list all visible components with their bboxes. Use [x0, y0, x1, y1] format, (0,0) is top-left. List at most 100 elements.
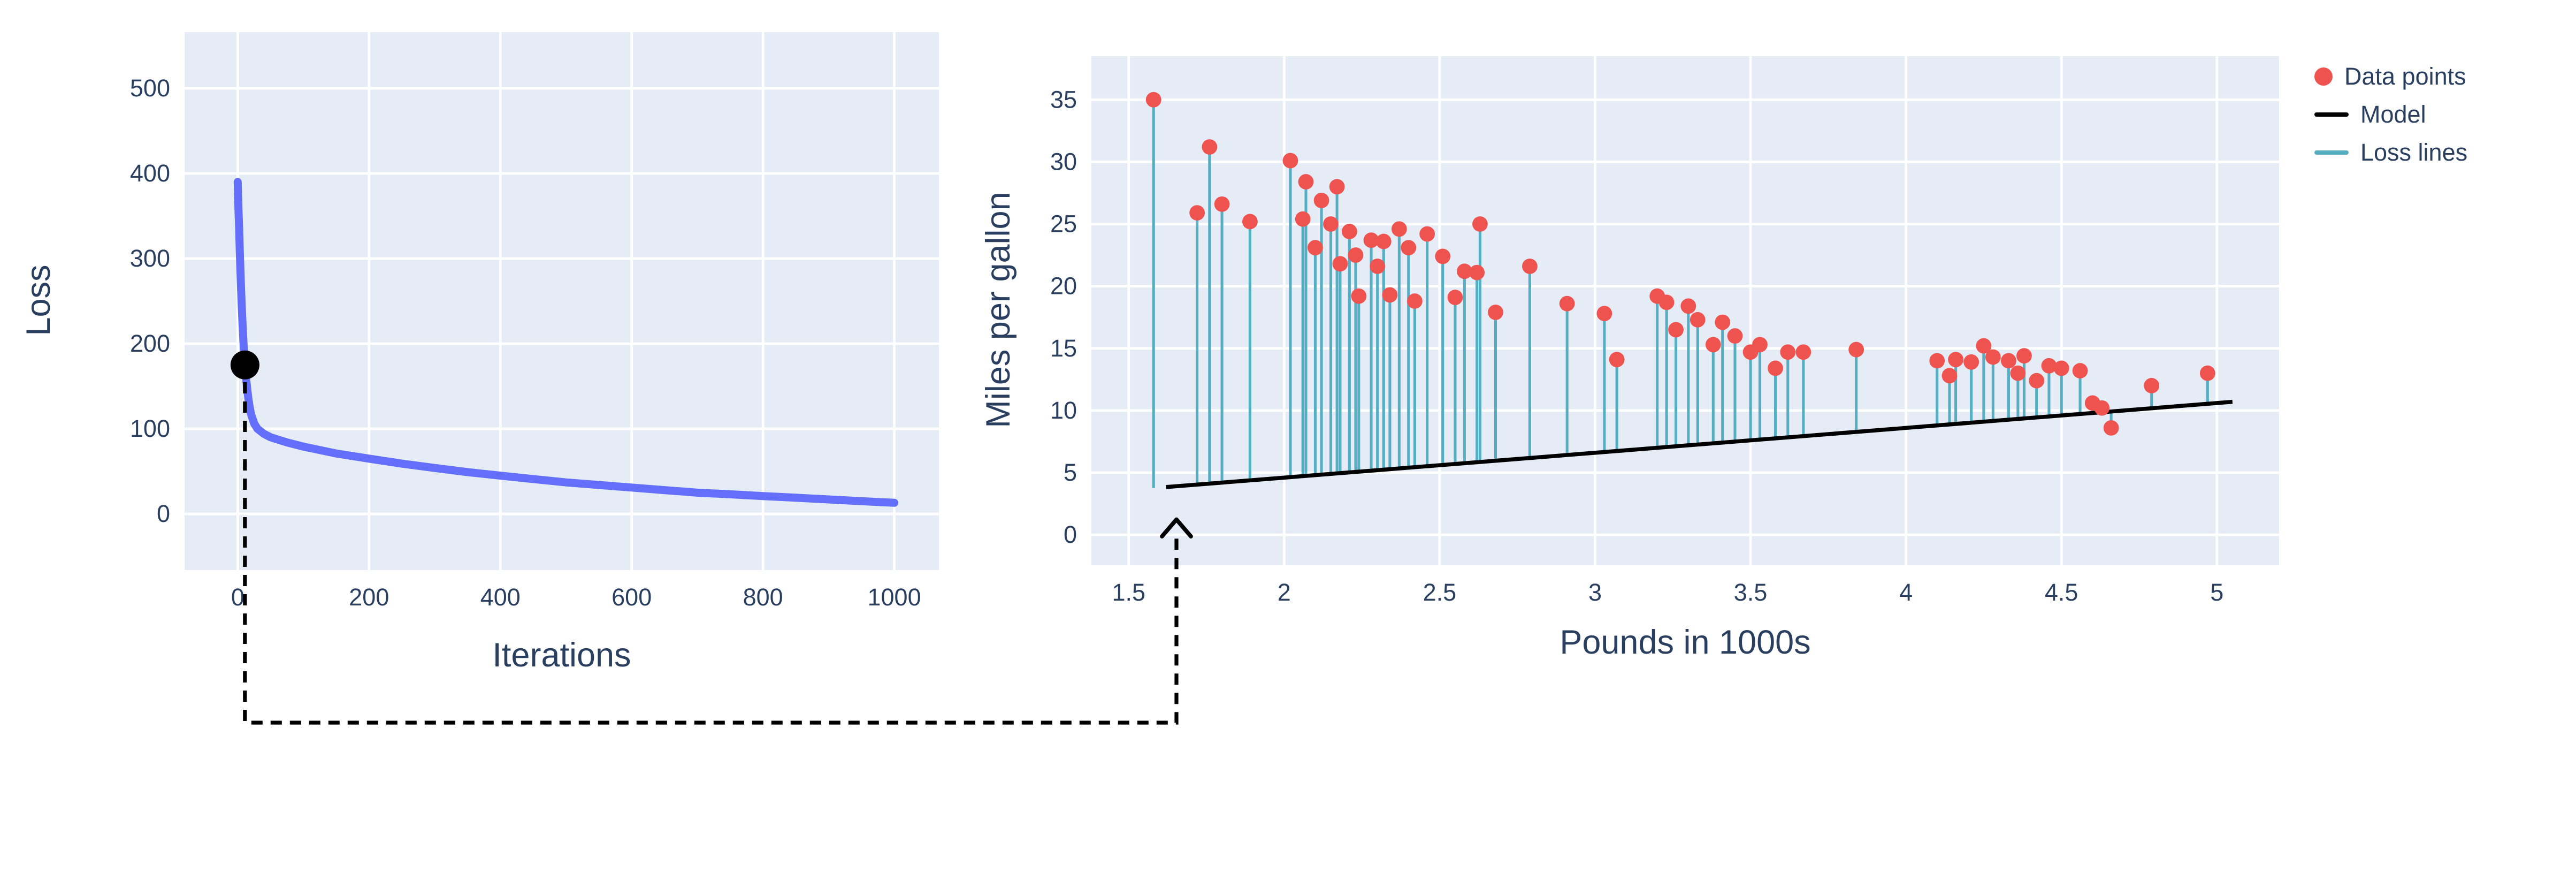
data-point: [1242, 214, 1258, 230]
data-point: [1976, 338, 1992, 354]
data-point: [1419, 226, 1435, 242]
x-tick-label: 1.5: [1112, 579, 1145, 606]
data-point: [2199, 365, 2215, 381]
x-tick-label: 0: [231, 583, 244, 611]
legend-label: Model: [2360, 101, 2426, 128]
data-point: [1752, 337, 1768, 353]
data-point: [1351, 288, 1367, 304]
data-point: [2053, 360, 2069, 376]
legend-line-icon: [2314, 112, 2349, 117]
data-point: [1313, 192, 1329, 208]
data-point: [1189, 205, 1205, 221]
data-point: [1658, 294, 1675, 310]
loss-x-axis-title: Iterations: [492, 636, 631, 674]
data-point: [1609, 352, 1625, 368]
legend-label: Loss lines: [2360, 139, 2468, 166]
data-point: [1282, 153, 1298, 169]
current-iteration-marker[interactable]: [230, 350, 259, 380]
data-point: [1435, 248, 1451, 264]
y-tick-label: 400: [130, 160, 170, 187]
data-point: [1929, 353, 1945, 369]
loss-y-axis-title: Loss: [20, 264, 57, 336]
model-line: [1166, 399, 2233, 489]
data-point: [1348, 247, 1364, 263]
data-point: [1795, 344, 1811, 360]
legend-marker-icon: [2314, 67, 2333, 86]
data-point: [1295, 211, 1311, 227]
y-tick-label: 35: [1050, 86, 1077, 113]
data-point: [1407, 293, 1423, 309]
loss-curve-chart: 0 200 400 600 800 1000 0 100 200 300 400 500: [130, 32, 939, 611]
data-point: [1948, 352, 1964, 368]
data-point: [1596, 306, 1612, 322]
y-tick-label: 10: [1050, 397, 1077, 424]
x-tick-label: 3.5: [1734, 579, 1768, 606]
x-tick-label: 5: [2210, 579, 2223, 606]
y-tick-label: 500: [130, 74, 170, 102]
data-point: [1559, 295, 1575, 312]
data-point: [1323, 216, 1339, 232]
legend-label: Data points: [2344, 63, 2466, 90]
data-point: [1375, 233, 1392, 249]
data-point: [1401, 240, 1417, 256]
data-point: [1298, 174, 1314, 189]
legend-item-model[interactable]: Model: [2314, 102, 2467, 126]
data-point: [2000, 353, 2016, 369]
data-point: [1690, 312, 1706, 328]
legend-item-data-points[interactable]: Data points: [2314, 64, 2467, 88]
x-tick-label: 800: [743, 583, 783, 611]
data-point: [1941, 368, 1958, 384]
data-point: [1680, 298, 1696, 314]
y-tick-label: 30: [1050, 148, 1077, 175]
data-point: [1214, 196, 1230, 212]
data-point: [1488, 305, 1503, 320]
y-tick-label: 15: [1050, 335, 1077, 362]
y-tick-label: 5: [1064, 459, 1077, 486]
legend-item-loss-lines[interactable]: Loss lines: [2314, 140, 2467, 164]
data-point: [1715, 314, 1731, 330]
chart-legend: Data points Model Loss lines: [2314, 64, 2467, 164]
data-point: [1705, 337, 1721, 353]
data-point: [1768, 360, 1783, 376]
data-point: [1370, 259, 1386, 274]
x-tick-label: 200: [349, 583, 389, 611]
y-tick-label: 100: [130, 415, 170, 442]
data-point: [1727, 328, 1743, 344]
data-point: [2103, 420, 2119, 436]
scatter-x-axis-title: Pounds in 1000s: [1560, 624, 1811, 661]
data-point: [1668, 322, 1684, 338]
data-point: [1963, 354, 1979, 370]
data-point: [2072, 363, 2088, 378]
x-tick-label: 4.5: [2045, 579, 2078, 606]
data-point: [1456, 263, 1472, 279]
data-point: [2010, 365, 2026, 381]
data-point: [1382, 287, 1398, 303]
data-point: [1780, 344, 1796, 360]
data-point: [1329, 179, 1345, 195]
y-tick-label: 200: [130, 330, 170, 357]
data-point: [1985, 349, 2001, 365]
data-point: [1522, 259, 1538, 274]
x-tick-label: 400: [480, 583, 521, 611]
data-point: [2029, 373, 2045, 389]
data-point: [2144, 378, 2160, 393]
y-tick-label: 25: [1050, 210, 1077, 238]
data-point: [1848, 342, 1864, 358]
data-point: [1332, 256, 1348, 272]
data-point: [1472, 216, 1488, 232]
x-tick-label: 3: [1588, 579, 1602, 606]
data-point: [1363, 232, 1379, 248]
y-tick-label: 0: [1064, 521, 1077, 548]
data-point: [1308, 240, 1323, 256]
data-point: [1469, 264, 1485, 280]
y-tick-label: 0: [157, 500, 170, 527]
data-point: [1202, 139, 1218, 155]
plot-area: [185, 32, 939, 570]
data-point: [2016, 348, 2032, 364]
x-tick-label: 2.5: [1423, 579, 1457, 606]
data-point: [1145, 92, 1161, 108]
x-tick-label: 2: [1278, 579, 1291, 606]
legend-line-icon: [2314, 150, 2349, 155]
scatter-y-axis-title: Miles per gallon: [980, 192, 1017, 428]
